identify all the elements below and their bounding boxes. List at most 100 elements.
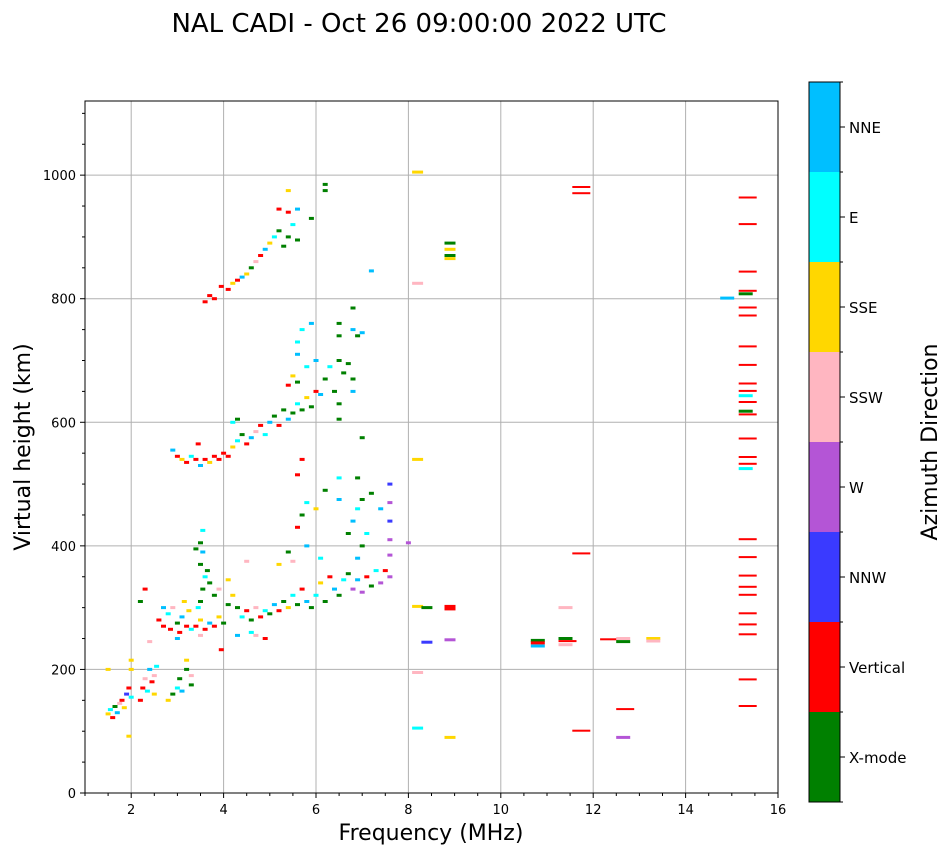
echo-point bbox=[412, 604, 424, 608]
echo-point bbox=[308, 216, 314, 220]
echo-point bbox=[253, 606, 259, 610]
echo-point bbox=[738, 437, 757, 440]
echo-point bbox=[738, 705, 757, 707]
echo-point bbox=[308, 606, 314, 610]
echo-point bbox=[137, 698, 143, 702]
echo-point bbox=[355, 507, 361, 511]
echo-point bbox=[308, 321, 314, 325]
echo-point bbox=[359, 436, 365, 440]
echo-point bbox=[285, 383, 291, 387]
echo-point bbox=[198, 618, 203, 622]
echo-point bbox=[738, 456, 757, 458]
echo-point bbox=[345, 532, 351, 535]
echo-point bbox=[285, 189, 291, 193]
echo-point bbox=[198, 541, 203, 545]
echo-point bbox=[235, 606, 240, 610]
echo-point bbox=[299, 328, 305, 332]
echo-point bbox=[244, 442, 250, 446]
echo-point bbox=[225, 287, 231, 291]
echo-point bbox=[322, 182, 328, 186]
echo-point bbox=[350, 306, 356, 310]
echo-point bbox=[193, 624, 199, 628]
echo-point bbox=[738, 389, 757, 392]
echo-point bbox=[211, 624, 217, 628]
echo-point bbox=[184, 624, 190, 628]
plot-frame bbox=[84, 100, 779, 794]
echo-point bbox=[304, 600, 310, 603]
echo-point bbox=[207, 621, 213, 625]
echo-point bbox=[218, 284, 224, 288]
echo-point bbox=[174, 454, 180, 458]
echo-point bbox=[165, 698, 171, 702]
grid-layer bbox=[85, 101, 778, 793]
echo-point bbox=[313, 593, 319, 597]
echo-point bbox=[174, 686, 180, 690]
echo-point bbox=[200, 550, 206, 554]
echo-point bbox=[444, 247, 456, 251]
echo-point bbox=[193, 547, 199, 551]
echo-point bbox=[738, 462, 757, 465]
echo-point bbox=[198, 562, 203, 566]
echo-point bbox=[119, 698, 125, 702]
echo-point bbox=[184, 667, 190, 671]
echo-point bbox=[207, 581, 213, 585]
echo-point bbox=[359, 498, 365, 501]
echo-point bbox=[295, 352, 300, 356]
y-tick-label: 800 bbox=[51, 293, 76, 308]
echo-point bbox=[235, 633, 240, 637]
echo-point bbox=[412, 170, 424, 174]
echo-point bbox=[350, 519, 356, 523]
echo-point bbox=[444, 735, 456, 739]
echo-point bbox=[336, 402, 342, 406]
echo-point bbox=[350, 328, 356, 332]
echo-point bbox=[345, 572, 351, 576]
echo-point bbox=[295, 603, 300, 607]
echo-point bbox=[738, 556, 757, 559]
echo-point bbox=[572, 186, 591, 188]
echo-point bbox=[295, 402, 300, 406]
echo-point bbox=[336, 593, 342, 597]
echo-point bbox=[355, 476, 361, 480]
x-tick-label: 10 bbox=[493, 803, 510, 818]
echo-point bbox=[179, 689, 185, 693]
echo-point bbox=[444, 254, 456, 257]
echo-point bbox=[221, 621, 227, 625]
echo-point bbox=[161, 606, 166, 610]
echo-point bbox=[211, 593, 217, 597]
echo-point bbox=[181, 600, 187, 603]
echo-point bbox=[258, 615, 264, 619]
echo-point bbox=[198, 600, 203, 603]
y-tick-label: 200 bbox=[51, 663, 76, 678]
echo-point bbox=[444, 638, 456, 642]
echo-point bbox=[149, 680, 155, 684]
echo-point bbox=[137, 600, 143, 603]
y-tick-label: 0 bbox=[68, 787, 76, 802]
echo-point bbox=[285, 606, 291, 610]
echo-point bbox=[165, 612, 171, 616]
echo-point bbox=[276, 207, 282, 211]
echo-point bbox=[235, 278, 240, 282]
y-tick-label: 600 bbox=[51, 416, 76, 431]
echo-point bbox=[124, 692, 130, 696]
echo-point bbox=[336, 359, 342, 362]
echo-point bbox=[327, 365, 333, 369]
echo-point bbox=[202, 575, 208, 579]
echo-point bbox=[105, 667, 111, 671]
echo-point bbox=[738, 223, 757, 226]
echo-point bbox=[355, 556, 361, 560]
colorbar-label: NNE bbox=[849, 119, 881, 137]
colorbar-label: Vertical bbox=[849, 659, 905, 677]
echo-point bbox=[271, 603, 277, 607]
echo-point bbox=[341, 371, 347, 375]
echo-point bbox=[530, 641, 545, 645]
echo-point bbox=[235, 439, 240, 443]
echo-point bbox=[332, 389, 337, 393]
x-axis-ticks: 2 4 6 8 10 12 14 16 bbox=[84, 793, 786, 818]
echo-point bbox=[421, 640, 433, 644]
echo-point bbox=[738, 345, 757, 348]
echo-point bbox=[239, 275, 245, 279]
echo-point bbox=[147, 640, 153, 644]
echo-point bbox=[336, 321, 342, 325]
echo-point bbox=[285, 235, 291, 239]
echo-point bbox=[738, 409, 753, 413]
